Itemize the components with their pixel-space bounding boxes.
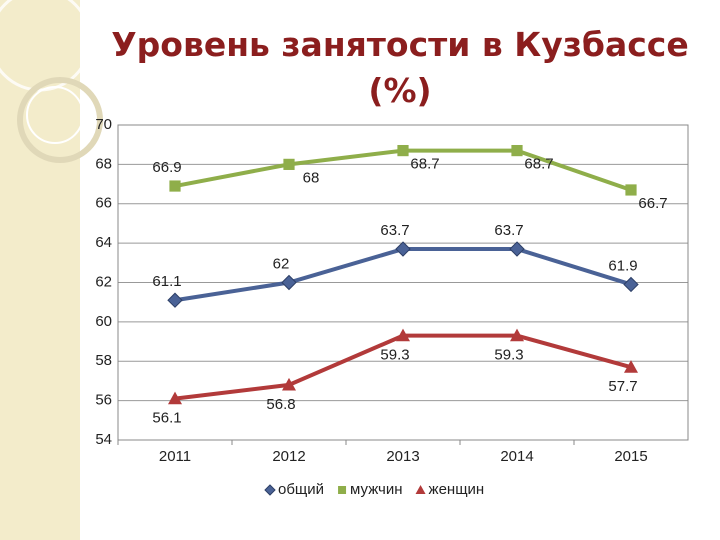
y-tick-label: 54 [95,431,112,448]
data-label: 56.8 [266,396,295,413]
y-tick-label: 70 [95,116,112,133]
marker [167,292,183,308]
data-label: 63.7 [494,222,523,239]
series-line [174,333,632,401]
x-tick-label: 2013 [386,448,419,465]
marker [625,184,637,196]
marker [397,144,409,157]
data-label: 62 [273,255,290,272]
marker [281,274,297,291]
marker [396,328,410,342]
x-tick-label: 2014 [500,448,533,465]
chart-title: Уровень занятости в Кузбассе (%) [111,25,689,110]
data-label: 68.7 [410,156,439,173]
y-tick-label: 68 [95,155,112,172]
y-tick-label: 62 [95,273,112,290]
x-tick-label: 2015 [614,448,647,465]
data-label: 57.7 [608,378,637,395]
marker [168,391,182,405]
y-tick-label: 58 [95,352,112,369]
data-label: 68.7 [524,156,553,173]
legend-label: общий [278,481,324,498]
plot-border [117,124,689,441]
y-tick-label: 66 [95,195,112,212]
data-label: 56.1 [152,410,181,427]
x-tick-label: 2012 [272,448,305,465]
marker [169,180,181,192]
data-label: 61.9 [608,257,637,274]
marker [511,144,523,157]
x-tick-label: 2011 [159,448,191,465]
marker [282,377,296,391]
marker [395,241,411,257]
marker [509,241,525,257]
legend-label: женщин [429,481,485,498]
y-tick-label: 60 [95,313,112,330]
data-label: 68 [303,169,320,186]
marker [510,328,524,342]
marker [415,485,426,494]
y-tick-label: 64 [95,234,112,251]
marker [624,360,638,373]
data-label: 61.1 [152,273,181,290]
marker [264,484,276,496]
data-label: 66.9 [152,159,181,176]
marker [283,158,295,170]
series-line [174,148,632,192]
data-label: 63.7 [380,222,409,239]
data-label: 59.3 [380,347,409,364]
legend-label: мужчин [350,481,403,498]
data-label: 59.3 [494,347,523,364]
marker [623,276,639,293]
marker [338,486,347,494]
y-tick-label: 56 [95,392,112,409]
data-label: 66.7 [638,195,667,212]
